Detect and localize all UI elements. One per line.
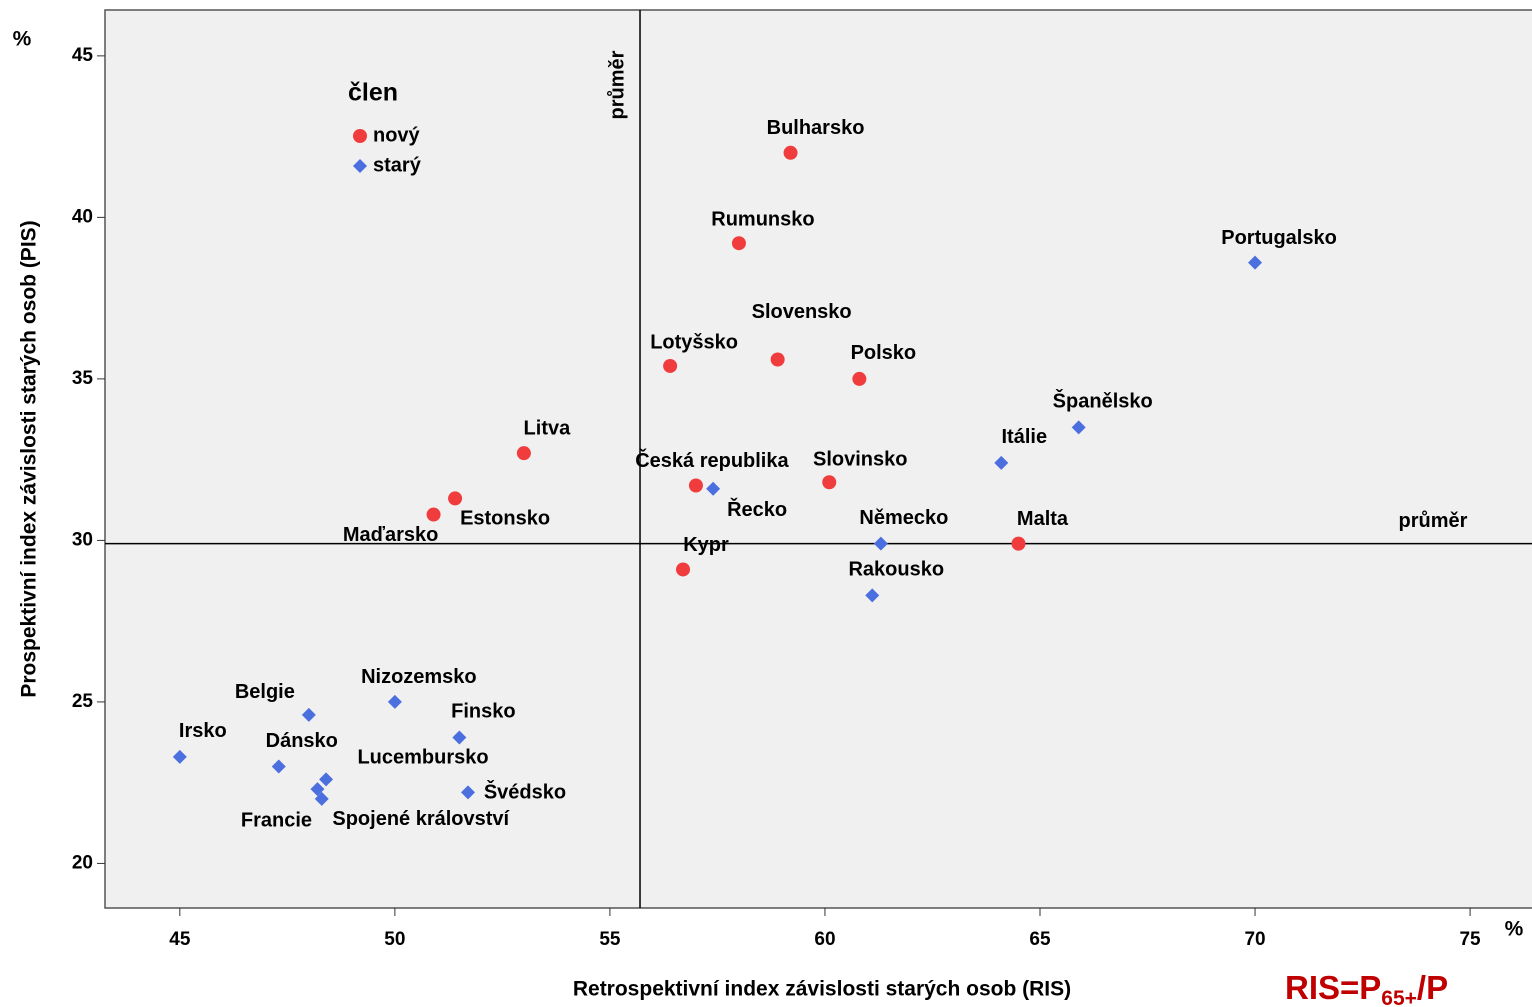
point-label: Švédsko: [484, 780, 566, 804]
x-tick-label: 55: [599, 929, 621, 950]
plot-area: [104, 9, 1532, 909]
point-label: Nizozemsko: [361, 666, 477, 688]
y-tick-label: 40: [72, 206, 93, 227]
mean-label-x: průměr: [606, 50, 628, 119]
point: [460, 785, 475, 800]
x-tick-label: 75: [1459, 929, 1481, 950]
point: [1248, 255, 1263, 270]
formula-rest: /P: [1417, 969, 1448, 1006]
point-label: Lotyšsko: [650, 331, 738, 353]
point: [301, 707, 316, 722]
point-label: Rumunsko: [711, 209, 814, 231]
point-label: Německo: [859, 507, 948, 529]
point-label: Česká republika: [635, 448, 789, 472]
point-label: Slovensko: [752, 301, 852, 323]
point-label: Spojené království: [332, 808, 510, 830]
point: [873, 536, 888, 551]
x-tick-label: 50: [384, 929, 405, 950]
mean-label-y: průměr: [1399, 510, 1468, 532]
point: [452, 730, 467, 745]
point-label: Rakousko: [848, 559, 944, 581]
point-label: Malta: [1017, 508, 1069, 530]
point: [387, 694, 402, 709]
legend-marker: [353, 129, 367, 143]
point: [688, 478, 703, 493]
point: [822, 475, 837, 490]
point: [676, 562, 691, 577]
point: [319, 772, 334, 787]
formula-sub: 65+: [1381, 987, 1417, 1007]
point-label: Litva: [524, 417, 572, 439]
point-label: Francie: [241, 809, 312, 831]
point: [731, 236, 746, 251]
x-tick-label: 70: [1244, 929, 1265, 950]
point-label: Slovinsko: [813, 449, 907, 471]
point: [663, 358, 678, 373]
point-label: Estonsko: [460, 508, 550, 530]
formula: RIS=P65+/P: [1285, 969, 1448, 1007]
formula-main: RIS=P: [1285, 969, 1381, 1006]
point-label: Itálie: [1001, 426, 1047, 448]
point: [426, 507, 441, 522]
x-tick-label: 45: [169, 929, 191, 950]
x-tick-label: 65: [1029, 929, 1051, 950]
point: [271, 759, 286, 774]
y-tick-label: 20: [72, 852, 93, 873]
y-tick-label: 45: [72, 45, 94, 66]
point: [1071, 420, 1086, 435]
point: [852, 371, 867, 386]
point-label: Kypr: [683, 534, 729, 556]
legend-title: člen: [348, 79, 398, 107]
legend-marker: [353, 159, 367, 173]
point-label: Maďarsko: [343, 524, 439, 546]
point-label: Řecko: [727, 497, 787, 521]
y-unit: %: [13, 28, 32, 51]
point-label: Polsko: [851, 342, 917, 364]
point-label: Portugalsko: [1221, 227, 1337, 249]
legend-label: starý: [373, 154, 422, 176]
y-tick-label: 30: [72, 529, 93, 550]
point: [314, 791, 329, 806]
x-axis-label: Retrospektivní index závislosti starých …: [573, 978, 1071, 1001]
point-label: Bulharsko: [767, 117, 865, 139]
point-label: Lucembursko: [357, 747, 488, 769]
x-unit: %: [1505, 918, 1524, 941]
point-label: Finsko: [451, 701, 515, 723]
point: [770, 352, 785, 367]
point: [865, 588, 880, 603]
point: [516, 446, 531, 461]
legend-label: nový: [373, 124, 421, 146]
point-label: Irsko: [179, 720, 227, 742]
point: [172, 749, 187, 764]
point-label: Belgie: [235, 681, 295, 703]
point: [448, 491, 463, 506]
point: [994, 455, 1009, 470]
point: [783, 145, 798, 160]
point: [1011, 536, 1026, 551]
point: [706, 481, 721, 496]
y-axis-label: Prospektivní index závislosti starých os…: [18, 220, 41, 697]
point-label: Dánsko: [266, 730, 338, 752]
point-label: Španělsko: [1053, 389, 1153, 413]
y-tick-label: 25: [72, 691, 94, 712]
y-tick-label: 35: [72, 368, 94, 389]
x-tick-label: 60: [814, 929, 835, 950]
